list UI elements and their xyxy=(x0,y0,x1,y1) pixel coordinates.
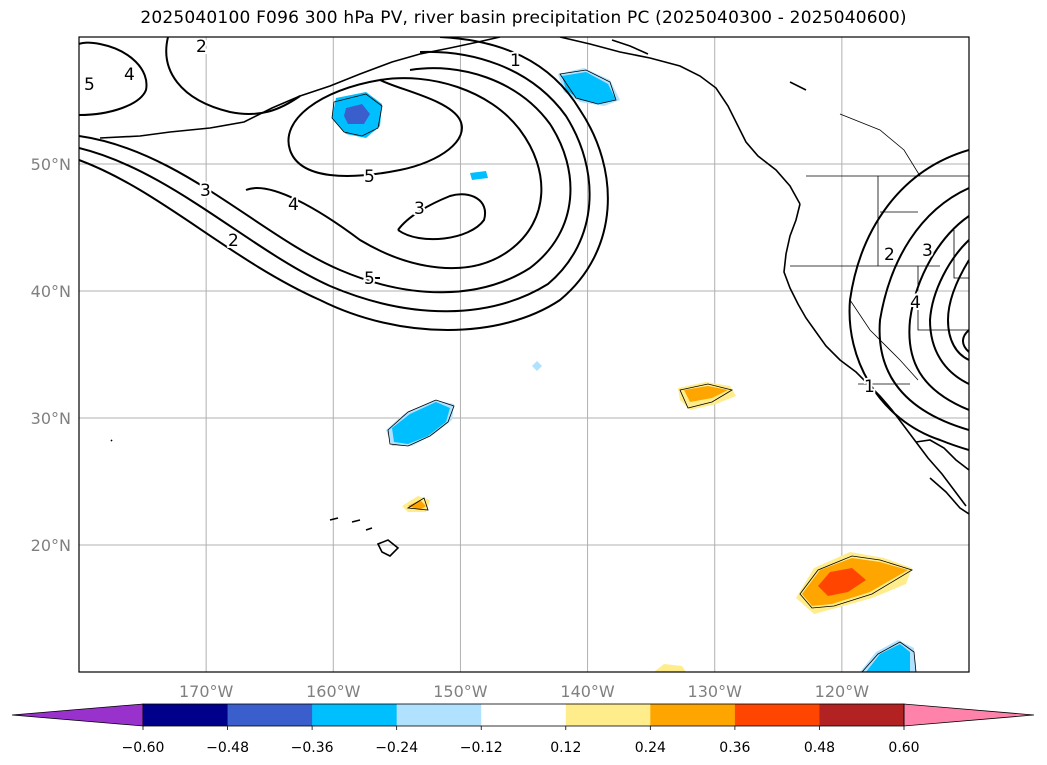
colorbar-tick-label: −0.36 xyxy=(291,740,334,756)
colorbar-frame xyxy=(142,703,905,727)
pv-contour-6 xyxy=(397,193,487,241)
colorbar-tick-label: 0.60 xyxy=(888,740,919,756)
colorbar: −0.60 −0.48 −0.36 −0.24 −0.12 0.12 0.24 0.36 0.4… xyxy=(11,703,1035,756)
pv-label: 4 xyxy=(910,293,921,313)
precip-positive-east-core xyxy=(684,386,728,402)
lat-tick-label: 20°N xyxy=(31,536,71,555)
pv-contour-5 xyxy=(287,79,463,177)
gridlines xyxy=(79,37,969,672)
lat-tick-label: 30°N xyxy=(31,409,71,428)
pv-label: 4 xyxy=(288,195,299,215)
colorbar-extend-high xyxy=(903,703,1035,727)
pv-label: 5 xyxy=(364,269,375,289)
coastlines xyxy=(99,37,969,557)
lon-tick-label: 140°W xyxy=(560,682,615,701)
pv-contour-3 xyxy=(79,67,572,294)
lat-tick-label: 40°N xyxy=(31,282,71,301)
precip-positive-bottom xyxy=(654,664,686,672)
longitude-labels: 170°W 160°W 150°W 140°W 130°W 120°W xyxy=(179,682,869,701)
colorbar-tick-label: 0.36 xyxy=(719,740,750,756)
precip-negative-gulf-core xyxy=(562,72,616,104)
pv-contours xyxy=(79,37,969,451)
lon-tick-label: 160°W xyxy=(306,682,361,701)
pv-label: 5 xyxy=(364,167,375,187)
pv-label: 4 xyxy=(124,65,135,85)
pv-contour-east-4 xyxy=(928,239,969,385)
colorbar-tick-label: 0.48 xyxy=(804,740,835,756)
colorbar-tick-label: −0.12 xyxy=(460,740,503,756)
colorbar-segment xyxy=(481,704,567,726)
pv-label: 2 xyxy=(884,245,895,265)
colorbar-segment xyxy=(227,704,313,726)
pv-contour-labels: 4 2 5 1 3 2 4 3 5 5 2 3 4 1 xyxy=(82,37,935,399)
pv-label: 3 xyxy=(414,199,425,219)
precip-outlines xyxy=(331,69,917,672)
lon-tick-label: 130°W xyxy=(688,682,743,701)
colorbar-segment xyxy=(143,704,229,726)
precip-negative-small xyxy=(470,171,488,180)
pv-contour-east-5 xyxy=(946,259,969,361)
coastline-alaska xyxy=(99,37,501,139)
precip-negative-mid-core xyxy=(392,402,450,444)
lon-tick-label: 120°W xyxy=(815,682,870,701)
colorbar-segment xyxy=(734,704,820,726)
pv-label: 2 xyxy=(228,231,239,251)
pv-contour-1 xyxy=(79,37,609,331)
latitude-labels: 20°N 30°N 40°N 50°N xyxy=(31,155,71,555)
colorbar-segment xyxy=(650,704,736,726)
pv-contour-7 xyxy=(79,41,148,116)
pv-label: 1 xyxy=(510,51,521,71)
colorbar-segment xyxy=(396,704,482,726)
pv-label: 1 xyxy=(864,377,875,397)
map-frame xyxy=(78,36,970,673)
colorbar-tick-label: −0.48 xyxy=(206,740,249,756)
precip-negative-southeast-core xyxy=(866,644,910,672)
precip-positive-small-core xyxy=(408,500,426,510)
precip-negative-dot xyxy=(532,361,542,371)
pv-contour-8 xyxy=(165,37,301,116)
chart-title: 2025040100 F096 300 hPa PV, river basin … xyxy=(140,8,907,28)
colorbar-segment xyxy=(312,704,398,726)
pv-label: 5 xyxy=(84,75,95,95)
pv-contour-east-1 xyxy=(848,149,969,451)
coastline-hawaii xyxy=(329,517,400,557)
lon-tick-label: 170°W xyxy=(179,682,234,701)
precip-positive-southeast-core xyxy=(818,568,866,596)
pv-contour-2 xyxy=(79,50,591,313)
colorbar-extend-low xyxy=(11,703,144,727)
pv-label: 3 xyxy=(922,241,933,261)
pv-label: 3 xyxy=(200,181,211,201)
pv-contour-east-2 xyxy=(878,187,969,431)
coastline-us-west xyxy=(783,203,967,507)
colorbar-tick-label: −0.60 xyxy=(122,740,165,756)
colorbar-segment xyxy=(565,704,651,726)
precip-strong-negative-aleutian xyxy=(344,104,370,124)
pv-contour-east-3 xyxy=(908,215,969,411)
lat-tick-label: 50°N xyxy=(31,155,71,174)
colorbar-segment xyxy=(819,704,905,726)
lon-tick-label: 150°W xyxy=(433,682,488,701)
pv-contour-4 xyxy=(245,77,543,270)
colorbar-tick-label: −0.24 xyxy=(375,740,418,756)
colorbar-tick-label: 0.24 xyxy=(635,740,666,756)
colorbar-tick-label: 0.12 xyxy=(550,740,581,756)
pv-label: 2 xyxy=(196,37,207,57)
